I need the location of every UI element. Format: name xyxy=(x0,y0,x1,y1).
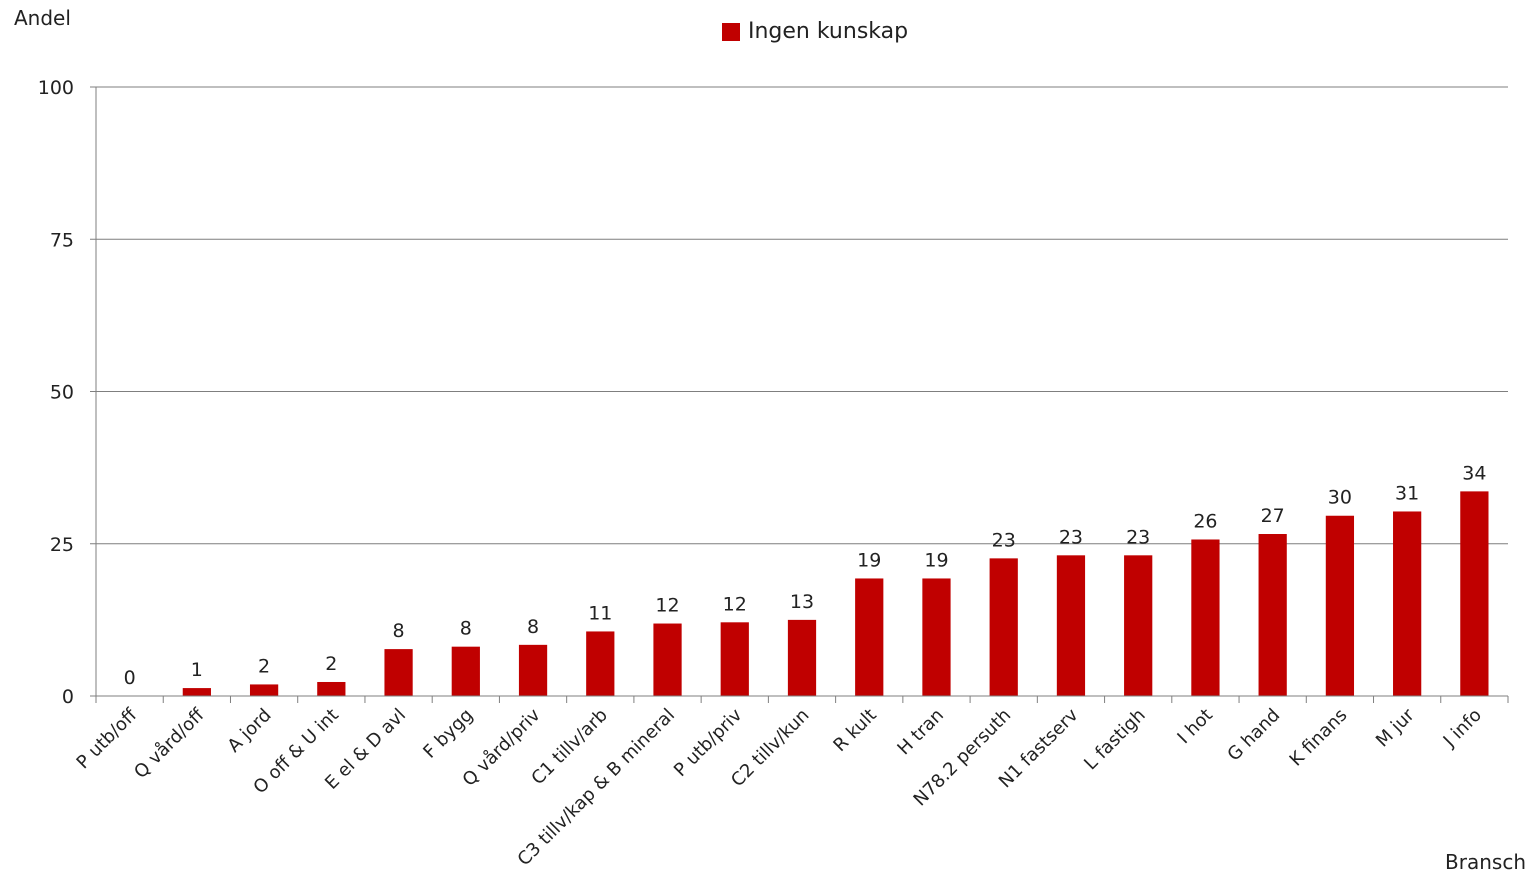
data-label: 2 xyxy=(325,653,337,675)
bar xyxy=(182,688,211,696)
y-tick-label: 75 xyxy=(50,229,74,251)
legend-label: Ingen kunskap xyxy=(748,19,909,44)
data-label: 26 xyxy=(1193,510,1217,532)
bar xyxy=(384,649,413,696)
y-tick-label: 100 xyxy=(38,77,74,99)
data-label: 2 xyxy=(258,655,270,677)
bar xyxy=(1056,555,1086,696)
legend: Ingen kunskap xyxy=(722,19,908,44)
data-label: 12 xyxy=(723,593,747,615)
bar xyxy=(653,623,682,696)
data-label: 34 xyxy=(1462,462,1486,484)
data-label: 1 xyxy=(191,659,203,681)
y-axis-title: Andel xyxy=(14,6,71,30)
bar xyxy=(1124,555,1153,696)
bar xyxy=(787,619,817,696)
data-label: 8 xyxy=(460,618,472,640)
x-tick-label: A jord xyxy=(224,705,276,757)
bar xyxy=(586,631,615,696)
data-label: 23 xyxy=(992,529,1016,551)
legend-swatch xyxy=(722,22,740,41)
y-tick-label: 0 xyxy=(62,686,74,708)
bar xyxy=(989,558,1018,696)
data-label: 8 xyxy=(527,616,539,638)
data-label: 30 xyxy=(1328,487,1352,509)
bar xyxy=(1325,515,1355,696)
data-label: 12 xyxy=(655,595,679,617)
bar xyxy=(518,644,548,696)
data-label: 19 xyxy=(924,549,948,571)
x-tick-label: L fastigh xyxy=(1080,705,1150,775)
x-tick-label: H tran xyxy=(893,705,948,760)
bar xyxy=(249,684,279,696)
x-tick-label: I hot xyxy=(1173,705,1216,748)
x-tick-label: P utb/off xyxy=(73,704,142,773)
data-label: 0 xyxy=(124,667,136,689)
x-tick-label: R kult xyxy=(829,705,880,756)
y-tick-label: 25 xyxy=(50,534,74,556)
bar xyxy=(1460,491,1489,696)
bar xyxy=(855,578,884,696)
x-tick-label: J info xyxy=(1439,705,1486,752)
bar xyxy=(317,681,346,696)
bar xyxy=(720,622,749,696)
data-label: 23 xyxy=(1059,526,1083,548)
data-label: 8 xyxy=(393,620,405,642)
x-tick-label: K finans xyxy=(1286,705,1352,771)
x-tick-label: Q vård/off xyxy=(130,704,209,783)
x-axis-title: Bransch xyxy=(1445,850,1526,874)
bar xyxy=(1258,534,1287,696)
data-label: 13 xyxy=(790,591,814,613)
data-label: 19 xyxy=(857,549,881,571)
x-tick-label: M jur xyxy=(1372,704,1419,751)
bar xyxy=(922,578,951,696)
bar xyxy=(1191,539,1220,696)
x-tick-label: G hand xyxy=(1223,705,1284,766)
data-label: 23 xyxy=(1126,526,1150,548)
data-label: 11 xyxy=(588,602,612,624)
data-label: 31 xyxy=(1395,482,1419,504)
x-tick-label: F bygg xyxy=(419,705,477,763)
y-tick-label: 50 xyxy=(50,382,74,404)
data-label: 27 xyxy=(1261,505,1285,527)
bar xyxy=(451,646,480,696)
bar xyxy=(1393,511,1422,696)
